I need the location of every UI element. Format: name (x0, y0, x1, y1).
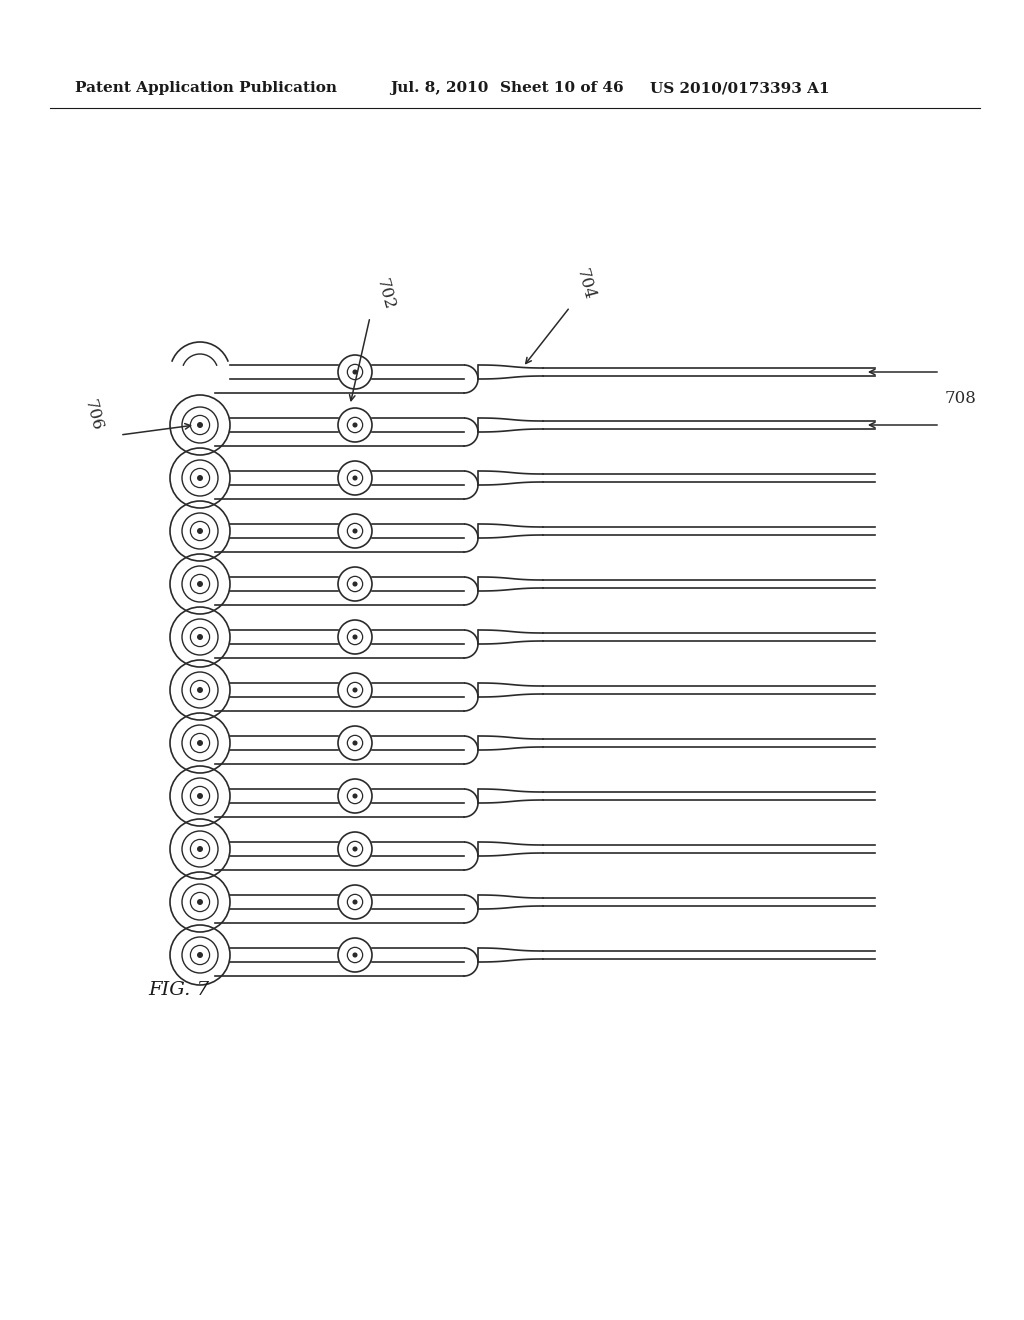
Circle shape (197, 422, 203, 428)
Text: 706: 706 (80, 397, 105, 433)
Circle shape (352, 635, 357, 640)
Circle shape (197, 793, 203, 799)
Circle shape (352, 581, 357, 586)
Text: 704: 704 (573, 267, 598, 302)
Text: FIG. 7: FIG. 7 (148, 981, 209, 999)
Circle shape (197, 899, 203, 906)
Text: Jul. 8, 2010: Jul. 8, 2010 (390, 81, 488, 95)
Text: 708: 708 (945, 389, 977, 407)
Circle shape (197, 952, 203, 958)
Text: Patent Application Publication: Patent Application Publication (75, 81, 337, 95)
Circle shape (197, 686, 203, 693)
Circle shape (197, 741, 203, 746)
Circle shape (352, 475, 357, 480)
Text: 702: 702 (373, 277, 397, 312)
Circle shape (197, 846, 203, 851)
Circle shape (197, 528, 203, 535)
Circle shape (197, 475, 203, 480)
Circle shape (352, 846, 357, 851)
Circle shape (352, 899, 357, 904)
Circle shape (352, 422, 357, 428)
Circle shape (352, 741, 357, 746)
Text: US 2010/0173393 A1: US 2010/0173393 A1 (650, 81, 829, 95)
Text: Sheet 10 of 46: Sheet 10 of 46 (500, 81, 624, 95)
Circle shape (352, 688, 357, 693)
Circle shape (197, 581, 203, 587)
Circle shape (352, 953, 357, 957)
Circle shape (352, 370, 357, 375)
Circle shape (352, 793, 357, 799)
Circle shape (352, 528, 357, 533)
Circle shape (197, 634, 203, 640)
